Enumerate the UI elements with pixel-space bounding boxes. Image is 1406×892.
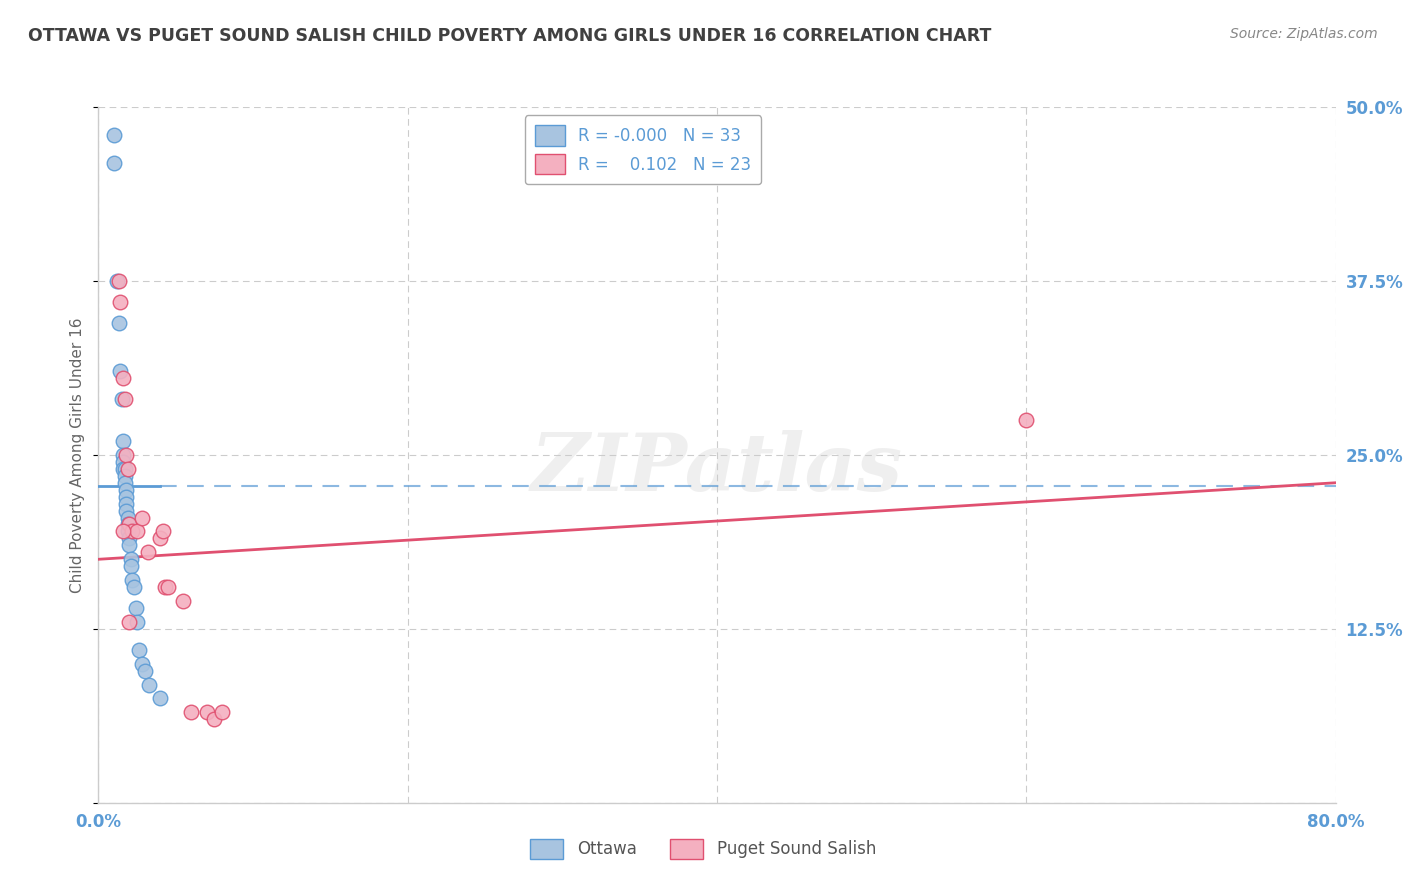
Point (115, 503, 138, 517)
Point (131, 510, 153, 524)
Point (111, 392, 134, 407)
Point (1015, 413, 1038, 427)
Point (131, 657, 153, 671)
Legend: R = -0.000   N = 33, R =    0.102   N = 23: R = -0.000 N = 33, R = 0.102 N = 23 (524, 115, 761, 185)
Point (124, 601, 146, 615)
Point (112, 462, 135, 476)
Point (128, 642, 150, 657)
Point (136, 545, 159, 559)
Point (115, 490, 138, 504)
Point (195, 706, 218, 720)
Point (105, 274, 128, 288)
Point (127, 524, 149, 539)
Point (127, 615, 149, 629)
Text: Source: ZipAtlas.com: Source: ZipAtlas.com (1230, 27, 1378, 41)
Point (204, 712, 226, 726)
Point (134, 664, 156, 678)
Point (117, 462, 139, 476)
Point (120, 552, 142, 566)
Point (118, 532, 141, 546)
Point (117, 517, 139, 532)
Point (173, 594, 195, 608)
Point (112, 455, 135, 469)
Point (121, 573, 143, 587)
Point (114, 462, 136, 476)
Point (118, 517, 141, 532)
Point (107, 274, 129, 288)
Point (107, 316, 129, 330)
Point (108, 294, 131, 309)
Point (157, 580, 180, 594)
Point (118, 615, 141, 629)
Point (152, 524, 174, 539)
Point (120, 559, 142, 574)
Point (114, 392, 136, 407)
Point (114, 475, 136, 490)
Point (121, 524, 143, 539)
Point (180, 706, 202, 720)
Point (138, 677, 160, 691)
Point (117, 524, 139, 539)
Point (112, 371, 135, 385)
Point (149, 691, 172, 706)
Text: ZIPatlas: ZIPatlas (531, 430, 903, 508)
Point (115, 483, 138, 497)
Y-axis label: Child Poverty Among Girls Under 16: Child Poverty Among Girls Under 16 (70, 318, 86, 592)
Point (112, 524, 135, 539)
Point (149, 532, 172, 546)
Point (153, 580, 176, 594)
Point (118, 538, 141, 552)
Point (112, 434, 135, 448)
Point (211, 706, 233, 720)
Point (112, 448, 135, 462)
Point (114, 468, 136, 483)
Point (115, 448, 138, 462)
Point (115, 497, 138, 511)
Point (117, 510, 139, 524)
Point (122, 580, 145, 594)
Point (108, 364, 131, 378)
Point (103, 128, 125, 142)
Legend: Ottawa, Puget Sound Salish: Ottawa, Puget Sound Salish (523, 832, 883, 866)
Point (103, 155, 125, 169)
Text: OTTAWA VS PUGET SOUND SALISH CHILD POVERTY AMONG GIRLS UNDER 16 CORRELATION CHAR: OTTAWA VS PUGET SOUND SALISH CHILD POVER… (28, 27, 991, 45)
